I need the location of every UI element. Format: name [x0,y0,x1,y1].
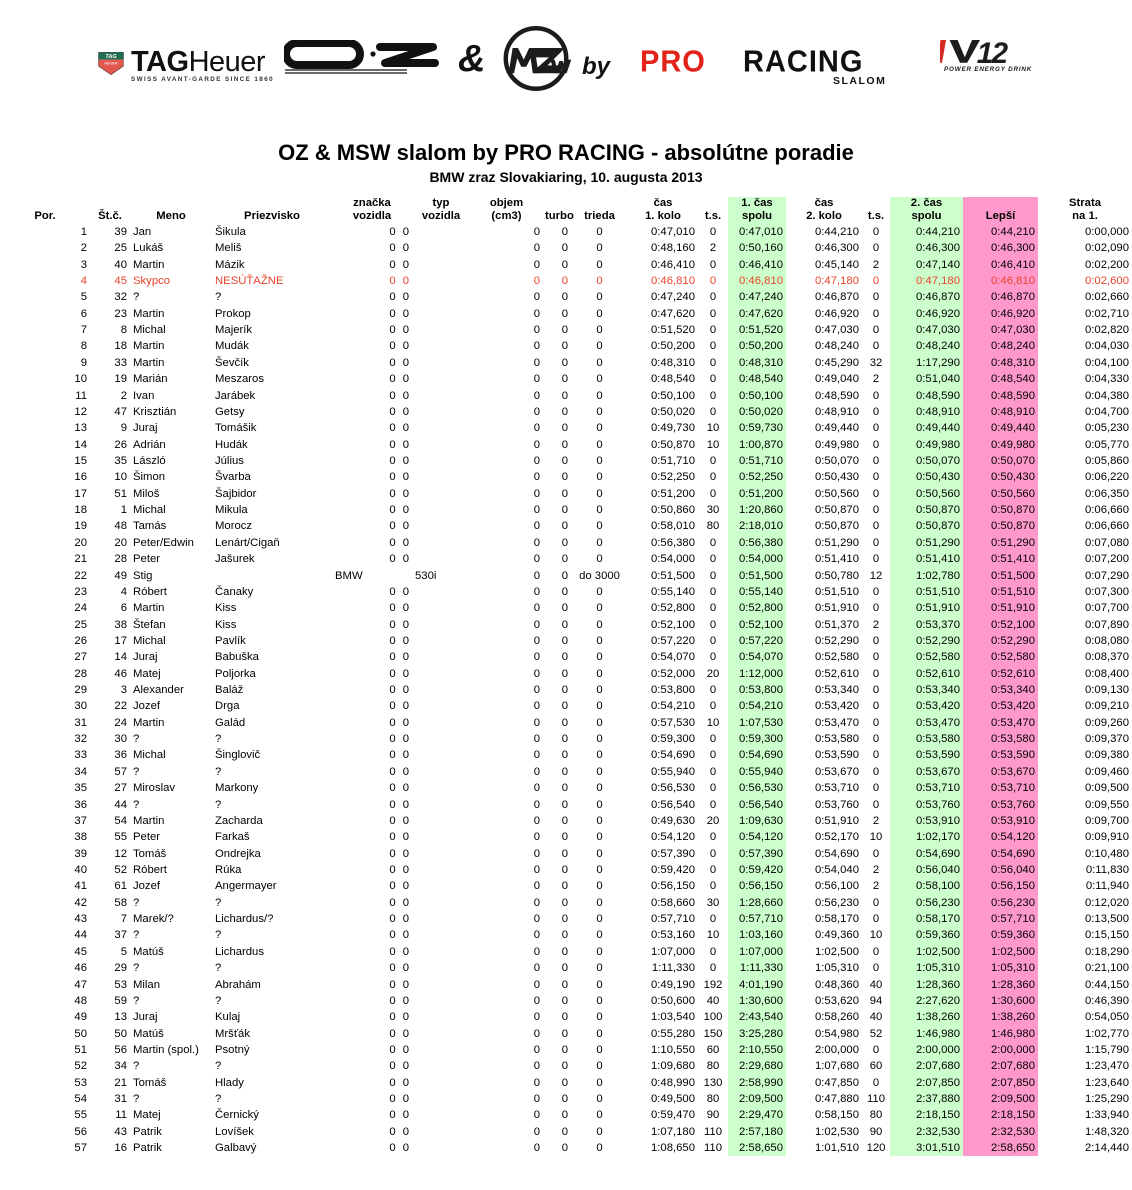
svg-text:HEUER: HEUER [104,61,118,65]
svg-text:TAG: TAG [105,54,117,60]
